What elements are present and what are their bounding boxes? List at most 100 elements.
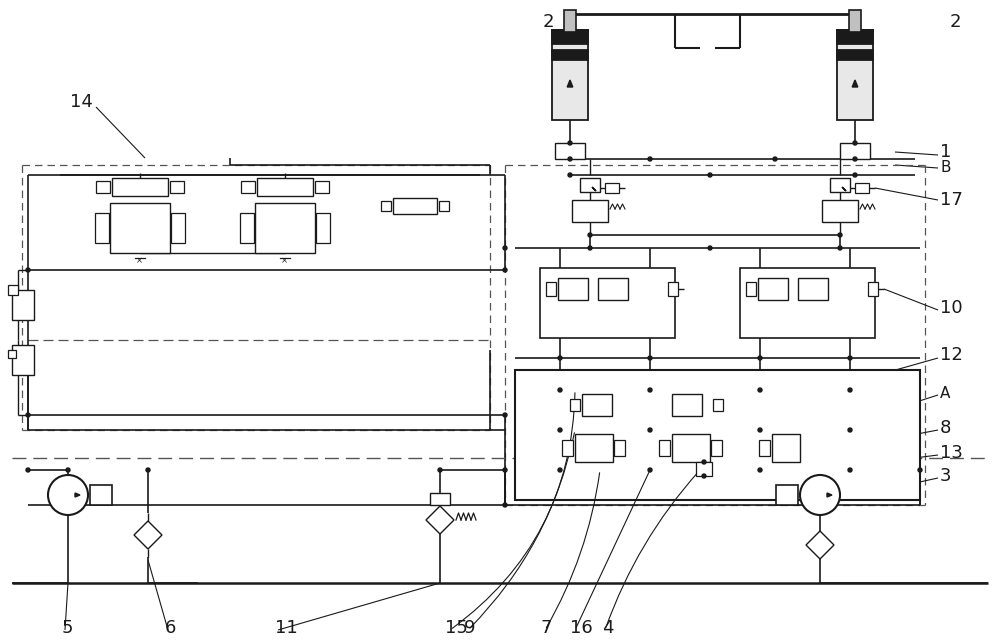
Text: ×: × xyxy=(136,257,143,266)
Text: 6: 6 xyxy=(165,619,176,637)
Bar xyxy=(582,394,612,416)
Text: ×: × xyxy=(281,257,288,266)
Bar xyxy=(8,350,16,358)
Circle shape xyxy=(26,468,30,472)
Circle shape xyxy=(503,268,507,272)
Text: 10: 10 xyxy=(940,299,963,317)
Circle shape xyxy=(558,468,562,472)
Circle shape xyxy=(708,246,712,250)
Circle shape xyxy=(853,173,857,177)
Circle shape xyxy=(648,356,652,360)
Text: 2: 2 xyxy=(950,13,962,31)
Bar xyxy=(668,282,678,296)
Circle shape xyxy=(848,428,852,432)
Circle shape xyxy=(708,173,712,177)
Text: 11: 11 xyxy=(275,619,298,637)
Bar xyxy=(255,203,315,253)
Polygon shape xyxy=(426,506,454,534)
Bar xyxy=(8,285,18,295)
Text: 4: 4 xyxy=(602,619,614,637)
Polygon shape xyxy=(842,187,846,191)
Text: B: B xyxy=(940,159,950,174)
Circle shape xyxy=(558,356,562,360)
Polygon shape xyxy=(852,80,858,87)
Bar xyxy=(822,200,858,222)
Bar xyxy=(552,30,588,120)
Bar xyxy=(558,278,588,300)
Text: 5: 5 xyxy=(62,619,74,637)
Bar xyxy=(837,30,873,120)
Bar xyxy=(659,440,670,456)
Bar xyxy=(12,345,34,375)
Bar xyxy=(439,201,449,211)
Bar xyxy=(570,399,580,411)
Bar xyxy=(572,200,608,222)
Bar xyxy=(672,394,702,416)
Bar xyxy=(868,282,878,296)
Text: 14: 14 xyxy=(70,93,93,111)
Circle shape xyxy=(758,388,762,392)
Bar xyxy=(393,198,437,214)
Circle shape xyxy=(758,468,762,472)
Bar xyxy=(564,10,576,32)
Bar xyxy=(696,462,712,476)
Bar xyxy=(112,178,168,196)
Bar xyxy=(605,183,619,193)
Circle shape xyxy=(558,428,562,432)
Text: 9: 9 xyxy=(464,619,476,637)
Bar xyxy=(772,434,800,462)
Bar xyxy=(552,50,588,60)
Bar xyxy=(552,30,588,44)
Bar xyxy=(849,10,861,32)
Text: A: A xyxy=(940,386,950,401)
Circle shape xyxy=(588,233,592,237)
Bar xyxy=(170,181,184,193)
Bar xyxy=(837,30,873,44)
Circle shape xyxy=(648,157,652,161)
Bar xyxy=(90,485,112,505)
Bar xyxy=(614,440,625,456)
Circle shape xyxy=(800,475,840,515)
Bar xyxy=(257,178,313,196)
Bar xyxy=(759,440,770,456)
Circle shape xyxy=(848,468,852,472)
Bar xyxy=(711,440,722,456)
Circle shape xyxy=(758,356,762,360)
Bar xyxy=(241,181,255,193)
Polygon shape xyxy=(75,493,80,497)
Bar xyxy=(546,282,556,296)
Text: 7: 7 xyxy=(540,619,552,637)
Bar xyxy=(555,143,585,159)
Bar xyxy=(830,178,850,192)
Bar xyxy=(430,493,450,505)
Circle shape xyxy=(568,173,572,177)
Bar xyxy=(315,181,329,193)
Bar xyxy=(855,183,869,193)
Circle shape xyxy=(848,388,852,392)
Text: 2: 2 xyxy=(543,13,554,31)
Circle shape xyxy=(648,468,652,472)
Text: M: M xyxy=(94,490,103,500)
Circle shape xyxy=(48,475,88,515)
Circle shape xyxy=(588,246,592,250)
Bar xyxy=(837,50,873,60)
Circle shape xyxy=(702,460,706,464)
Polygon shape xyxy=(592,187,596,191)
Circle shape xyxy=(848,356,852,360)
Circle shape xyxy=(66,468,70,472)
Bar xyxy=(110,203,170,253)
Circle shape xyxy=(838,233,842,237)
Circle shape xyxy=(503,468,507,472)
Text: 15: 15 xyxy=(445,619,468,637)
Bar xyxy=(575,434,613,462)
Bar xyxy=(776,485,798,505)
Bar xyxy=(540,268,675,338)
Bar xyxy=(798,278,828,300)
Text: 16: 16 xyxy=(570,619,593,637)
Circle shape xyxy=(26,268,30,272)
Circle shape xyxy=(26,413,30,417)
Bar xyxy=(580,178,600,192)
Bar xyxy=(171,213,185,243)
Bar xyxy=(740,268,875,338)
Circle shape xyxy=(648,428,652,432)
